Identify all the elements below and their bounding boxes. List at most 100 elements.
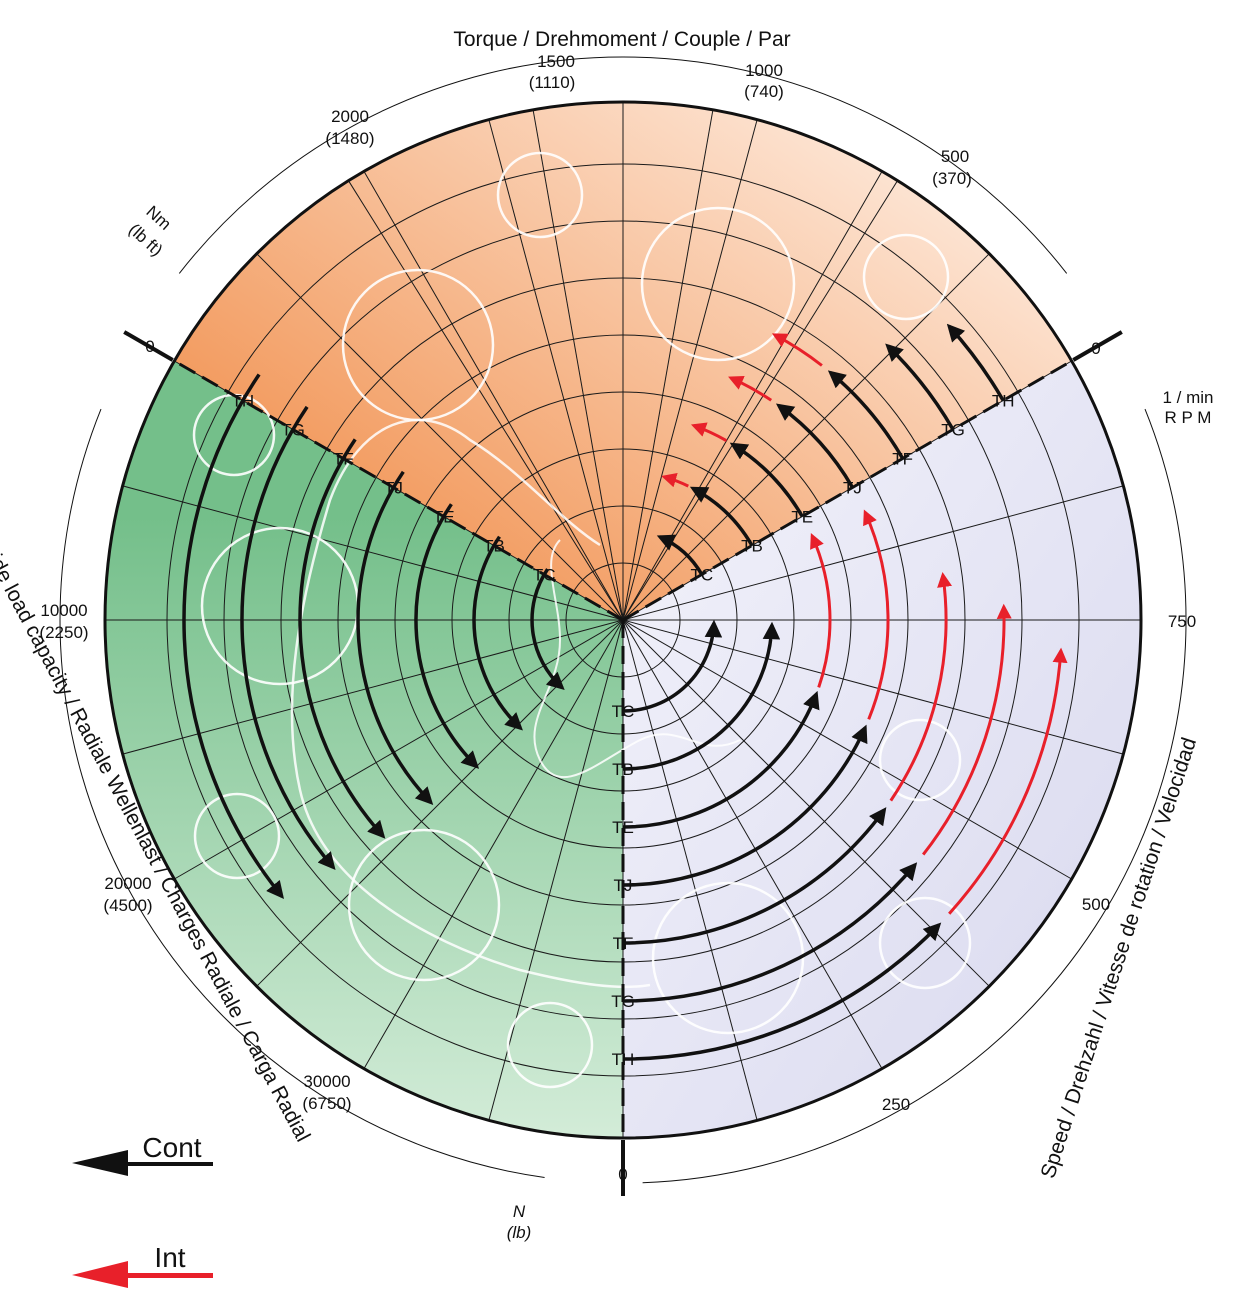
torque-tick-1000-imperial: (740)	[744, 82, 784, 101]
model-label-speed-tf: TF	[613, 934, 634, 953]
speed-unit-rpm: R P M	[1165, 408, 1212, 427]
speed-tick-500: 500	[1082, 895, 1110, 914]
model-labels: TC TC TC TB TB TB TE TE TE TJ TJ TJ TF TF TF TG TG TG TH TH…	[231, 392, 1014, 1070]
decorative-swirl	[533, 539, 741, 779]
torque-spoke	[622, 109, 714, 621]
model-label-load-tc: TC	[533, 566, 556, 585]
load-tick-10000: 10000	[40, 601, 87, 620]
torque-tick-500-imperial: (370)	[932, 169, 972, 188]
grid-spoke	[622, 253, 990, 621]
legend-cont-arrow	[72, 1150, 213, 1176]
model-label-load-te: TE	[433, 508, 455, 527]
decorative-circle	[347, 828, 501, 982]
load-axis-arc	[59, 408, 545, 1178]
grid-spoke	[622, 619, 1072, 880]
speed-tick-zero: 0	[618, 1165, 627, 1184]
decorative-circle	[651, 881, 805, 1035]
torque-curve-int-tf	[771, 333, 823, 367]
speed-curve-int-tj	[863, 509, 890, 720]
model-label-load-th: TH	[231, 392, 254, 411]
decorative-circle	[496, 151, 584, 239]
decorative-circle	[640, 206, 796, 362]
model-label-load-tj: TJ	[384, 479, 403, 498]
torque-curve-cont-tb	[689, 486, 754, 547]
load-curve-th	[182, 373, 285, 900]
grid-spoke	[174, 619, 624, 880]
torque-tick-2000: 2000	[331, 107, 369, 126]
torque-curve-cont-tf	[827, 370, 905, 460]
torque-curve-cont-tg	[885, 343, 955, 431]
torque-axis-arc	[178, 56, 1068, 274]
decorative-circle	[193, 792, 281, 880]
grid-spoke	[488, 619, 624, 1121]
torque-tick-1500-imperial: (1110)	[529, 73, 576, 92]
torque-curve-cont-tc	[656, 534, 704, 576]
torque-spoke	[348, 180, 624, 621]
load-tick-20000-imperial: (4500)	[103, 896, 152, 915]
load-curve-tj	[356, 470, 434, 805]
legend: Cont Int	[72, 1132, 213, 1288]
model-label-speed-tj: TJ	[614, 876, 633, 895]
model-label-torque-tc: TC	[690, 566, 713, 585]
decorative-swirl	[290, 418, 651, 989]
decorative-circle	[862, 233, 950, 321]
grid-spoke	[363, 171, 624, 621]
load-curve-tc	[530, 568, 565, 690]
torque-tick-zero-right: 0	[1091, 339, 1100, 358]
legend-cont-label: Cont	[142, 1132, 201, 1163]
model-label-torque-tb: TB	[741, 537, 763, 556]
speed-curve-cont-th	[622, 922, 942, 1061]
model-label-speed-tc: TC	[612, 702, 635, 721]
decorative-circle	[878, 896, 972, 990]
speed-curve-cont-tg	[622, 862, 918, 1003]
model-label-torque-th: TH	[992, 392, 1015, 411]
load-unit-imperial: (lb)	[507, 1223, 532, 1242]
grid-spoke	[363, 619, 624, 1069]
speed-curve-cont-tf	[622, 807, 887, 945]
torque-tick-zero-left: 0	[145, 337, 154, 356]
torque-tick-1000: 1000	[745, 61, 783, 80]
grid-spoke	[256, 253, 624, 621]
load-curve-tf	[298, 438, 386, 839]
grid-spoke	[488, 119, 624, 621]
model-label-load-tb: TB	[483, 537, 505, 556]
grid-spoke	[622, 485, 1124, 621]
load-curve-te	[414, 503, 480, 769]
speed-curve-cont-tc	[622, 619, 723, 713]
torque-tick-1500: 1500	[537, 52, 575, 71]
grid-spoke	[622, 119, 758, 621]
speed-axis-arc	[642, 408, 1187, 1184]
torque-tick-500: 500	[941, 147, 969, 166]
grid-spoke	[122, 619, 624, 755]
speed-curve-cont-te	[622, 690, 820, 829]
speed-curve-int-te	[810, 533, 832, 688]
legend-int-arrow	[72, 1261, 213, 1288]
model-label-speed-tb: TB	[612, 760, 634, 779]
torque-curve-cont-te	[729, 442, 804, 518]
load-tick-20000: 20000	[104, 874, 151, 893]
legend-int-label: Int	[154, 1242, 185, 1273]
model-label-speed-tg: TG	[611, 992, 635, 1011]
speed-unit: 1 / min	[1162, 388, 1213, 407]
grid-spoke	[622, 619, 883, 1069]
speed-curve-cont-tb	[622, 621, 781, 771]
model-label-torque-tj: TJ	[843, 479, 862, 498]
load-tick-30000: 30000	[303, 1072, 350, 1091]
model-label-torque-tg: TG	[941, 421, 965, 440]
boundary-tick	[123, 330, 174, 362]
model-curves	[182, 323, 1068, 1061]
model-label-torque-tf: TF	[892, 450, 913, 469]
torque-curve-int-tb	[661, 472, 689, 488]
speed-tick-750: 750	[1168, 612, 1196, 631]
model-label-speed-th: TH	[612, 1050, 635, 1069]
sector-boundary	[173, 359, 624, 622]
model-label-torque-te: TE	[791, 508, 813, 527]
side-load-sector	[105, 361, 623, 1138]
grid-spoke	[122, 485, 624, 621]
axes-group	[59, 56, 1187, 1196]
torque-spoke	[532, 109, 624, 621]
torque-title: Torque / Drehmoment / Couple / Par	[453, 28, 790, 51]
decorative-circle	[878, 718, 962, 802]
load-curve-tg	[240, 405, 336, 871]
